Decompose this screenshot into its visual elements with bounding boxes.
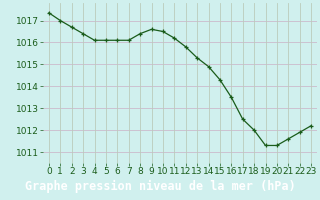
Text: Graphe pression niveau de la mer (hPa): Graphe pression niveau de la mer (hPa) bbox=[25, 179, 295, 193]
